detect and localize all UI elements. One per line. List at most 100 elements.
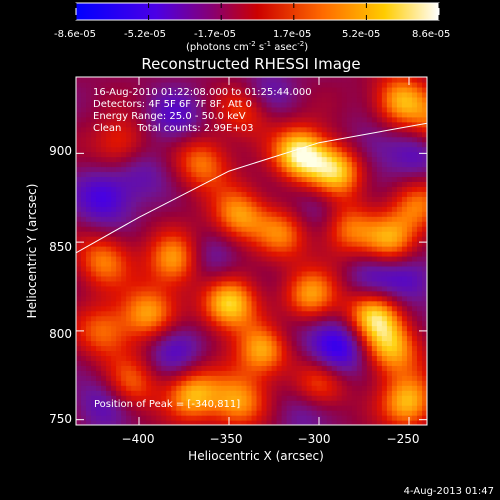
heatmap-cell	[346, 236, 353, 242]
solar-limb-curve	[76, 122, 427, 254]
heatmap-cell	[266, 310, 273, 317]
heatmap-cell	[386, 151, 393, 158]
heatmap-cell	[301, 305, 308, 312]
heatmap-cell	[166, 141, 172, 148]
heatmap-cell	[101, 191, 107, 197]
heatmap-cell	[186, 201, 192, 207]
heatmap-cell	[76, 206, 82, 212]
heatmap-cell	[216, 166, 223, 173]
heatmap-cell	[176, 365, 182, 371]
heatmap-cell	[291, 161, 298, 168]
heatmap-cell	[416, 101, 423, 108]
heatmap-cell	[251, 166, 258, 173]
heatmap-cell	[216, 91, 223, 98]
heatmap-cell	[261, 350, 268, 356]
heatmap-cell	[306, 315, 313, 322]
heatmap-cell	[416, 315, 423, 322]
heatmap-cell	[131, 320, 137, 327]
heatmap-cell	[266, 186, 273, 192]
heatmap-cell	[346, 156, 353, 163]
heatmap-cell	[211, 365, 217, 371]
heatmap-cell	[421, 146, 427, 153]
heatmap-cell	[331, 251, 338, 257]
heatmap-cell	[416, 241, 423, 247]
heatmap-cell	[166, 136, 172, 143]
heatmap-cell	[306, 176, 313, 182]
heatmap-cell	[221, 350, 228, 356]
heatmap-cell	[351, 206, 358, 212]
heatmap-cell	[391, 350, 398, 356]
heatmap-cell	[146, 280, 152, 287]
heatmap-cell	[156, 275, 162, 282]
heatmap-cell	[146, 325, 152, 332]
heatmap-cell	[411, 350, 418, 356]
heatmap-cell	[386, 131, 393, 138]
heatmap-cell	[136, 226, 142, 232]
heatmap-cell	[316, 166, 323, 173]
heatmap-cell	[296, 350, 303, 356]
heatmap-cell	[411, 136, 418, 143]
heatmap-cell	[421, 305, 427, 312]
heatmap-cell	[256, 246, 263, 252]
heatmap-cell	[186, 191, 192, 197]
heatmap-cell	[96, 400, 102, 406]
heatmap-cell	[101, 231, 107, 237]
heatmap-cell	[281, 360, 288, 366]
heatmap-cell	[311, 350, 318, 356]
heatmap-cell	[376, 251, 383, 257]
heatmap-cell	[316, 161, 323, 168]
heatmap-cell	[371, 280, 378, 287]
heatmap-cell	[186, 196, 192, 202]
heatmap-cell	[151, 186, 157, 192]
heatmap-cell	[96, 176, 102, 182]
heatmap-cell	[166, 111, 172, 118]
heatmap-cell	[191, 300, 197, 307]
heatmap-cell	[361, 355, 368, 361]
heatmap-cell	[226, 201, 233, 207]
heatmap-cell	[161, 410, 167, 416]
heatmap-cell	[406, 181, 413, 187]
heatmap-cell	[166, 295, 172, 302]
heatmap-cell	[211, 226, 217, 232]
heatmap-cell	[336, 201, 343, 207]
heatmap-cell	[171, 335, 177, 342]
heatmap-cell	[96, 310, 102, 317]
heatmap-cell	[246, 340, 253, 347]
heatmap-cell	[76, 81, 82, 88]
heatmap-cell	[131, 206, 137, 212]
heatmap-cell	[161, 96, 167, 103]
heatmap-cell	[316, 255, 323, 262]
heatmap-cell	[106, 161, 112, 168]
heatmap-cell	[176, 206, 182, 212]
heatmap-cell	[86, 325, 92, 332]
heatmap-cell	[331, 360, 338, 366]
heatmap-cell	[286, 325, 293, 332]
heatmap-cell	[246, 360, 253, 366]
heatmap-cell	[396, 146, 403, 153]
heatmap-cell	[126, 350, 132, 356]
heatmap-cell	[316, 151, 323, 158]
heatmap-cell	[291, 116, 298, 123]
heatmap-cell	[211, 211, 217, 217]
heatmap-cell	[401, 265, 408, 272]
heatmap-cell	[421, 81, 427, 88]
heatmap-cell	[126, 255, 132, 262]
heatmap-cell	[181, 370, 187, 376]
heatmap-cell	[91, 96, 97, 103]
heatmap-cell	[226, 320, 233, 327]
heatmap-cell	[196, 211, 202, 217]
heatmap-cell	[81, 156, 87, 163]
heatmap-cell	[266, 221, 273, 227]
heatmap-cell	[86, 91, 92, 98]
heatmap-cell	[216, 131, 223, 138]
heatmap-cell	[371, 231, 378, 237]
heatmap-cell	[256, 390, 263, 396]
heatmap-cell	[331, 400, 338, 406]
heatmap-cell	[266, 231, 273, 237]
heatmap-cell	[191, 420, 197, 425]
heatmap-cell	[286, 216, 293, 222]
heatmap-cell	[266, 161, 273, 168]
heatmap-cell	[216, 385, 223, 391]
heatmap-cell	[346, 330, 353, 337]
heatmap-cell	[116, 156, 122, 163]
